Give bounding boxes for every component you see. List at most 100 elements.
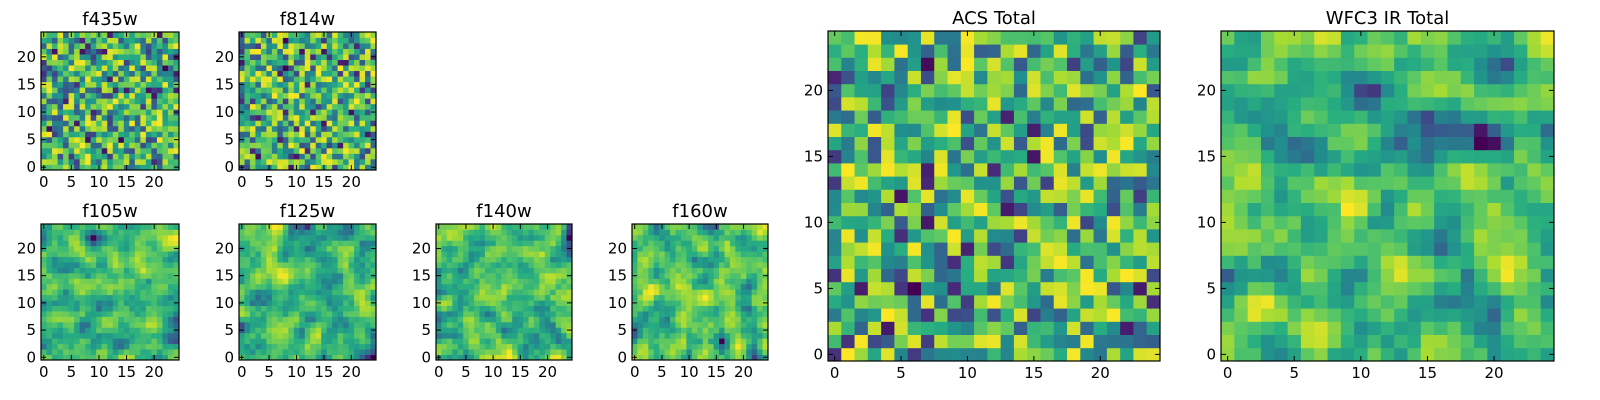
heatmap-cell bbox=[107, 81, 114, 88]
heatmap-cell bbox=[828, 268, 842, 283]
heatmap-cell bbox=[653, 229, 660, 236]
heatmap-cell bbox=[907, 31, 922, 45]
heatmap-cell bbox=[156, 321, 163, 328]
heatmap-cell bbox=[680, 349, 687, 355]
heatmap-cell bbox=[107, 87, 114, 94]
heatmap-cell bbox=[348, 311, 355, 317]
heatmap-cell bbox=[446, 224, 453, 230]
heatmap-cell bbox=[266, 37, 273, 44]
heatmap-cell bbox=[332, 54, 339, 60]
heatmap-cell bbox=[68, 251, 75, 258]
heatmap-cell bbox=[118, 114, 125, 121]
heatmap-cell bbox=[129, 283, 136, 290]
heatmap-cell bbox=[550, 300, 557, 306]
heatmap-cell bbox=[539, 316, 546, 323]
heatmap-cell bbox=[1067, 308, 1081, 322]
heatmap-cell bbox=[315, 278, 322, 285]
heatmap-cell bbox=[299, 109, 306, 116]
heatmap-cell bbox=[304, 70, 311, 77]
heatmap-cell bbox=[304, 125, 311, 132]
heatmap-cell bbox=[343, 343, 349, 350]
heatmap-cell bbox=[1040, 31, 1055, 45]
heatmap-cell bbox=[255, 256, 262, 263]
heatmap-cell bbox=[642, 256, 649, 263]
heatmap-cell bbox=[57, 332, 64, 339]
heatmap-cell bbox=[894, 255, 909, 269]
heatmap-cell bbox=[123, 349, 130, 355]
heatmap-cell bbox=[63, 54, 69, 60]
heatmap-cell bbox=[746, 224, 753, 230]
heatmap-cell bbox=[642, 311, 649, 317]
heatmap-cell bbox=[321, 70, 328, 77]
heatmap-cell bbox=[724, 327, 731, 334]
heatmap-cell bbox=[828, 229, 842, 243]
heatmap-cell bbox=[337, 311, 344, 317]
heatmap-cell bbox=[370, 267, 377, 274]
heatmap-cell bbox=[523, 343, 529, 350]
heatmap-cell bbox=[468, 283, 475, 290]
heatmap-cell bbox=[555, 283, 562, 290]
heatmap-cell bbox=[691, 321, 698, 328]
heatmap-cell bbox=[1093, 57, 1108, 71]
heatmap-cell bbox=[348, 103, 355, 110]
heatmap-cell bbox=[561, 332, 567, 339]
heatmap-cell bbox=[637, 256, 644, 263]
heatmap-cell bbox=[724, 272, 731, 279]
heatmap-cell bbox=[244, 54, 251, 60]
heatmap-cell bbox=[746, 240, 753, 247]
heatmap-cells bbox=[1221, 31, 1555, 362]
heatmap-cell bbox=[550, 321, 557, 328]
heatmap-cell bbox=[729, 343, 736, 350]
heatmap-cell bbox=[702, 256, 709, 263]
heatmap-cell bbox=[691, 267, 698, 274]
heatmap-cell bbox=[566, 240, 573, 247]
heatmap-cell bbox=[702, 272, 709, 279]
heatmap-cell bbox=[63, 349, 69, 355]
heatmap-cell bbox=[691, 278, 698, 285]
heatmap-cell bbox=[167, 136, 174, 143]
x-tick-label: 15 bbox=[1024, 364, 1043, 382]
heatmap-cell bbox=[1420, 189, 1435, 203]
heatmap-cell bbox=[544, 234, 551, 241]
heatmap-cell bbox=[474, 338, 480, 345]
heatmap-cell bbox=[337, 245, 344, 252]
heatmap-cell bbox=[310, 338, 317, 345]
heatmap-cell bbox=[1247, 229, 1262, 243]
heatmap-cell bbox=[271, 98, 278, 105]
heatmap-cell bbox=[436, 283, 442, 290]
heatmap-cell bbox=[288, 109, 295, 116]
heatmap-cell bbox=[74, 229, 81, 236]
heatmap-cell bbox=[271, 283, 278, 290]
heatmap-cell bbox=[145, 153, 152, 160]
heatmap-cell bbox=[90, 311, 97, 317]
heatmap-cell bbox=[359, 349, 366, 355]
heatmap-cell bbox=[1027, 242, 1041, 256]
heatmap-cell bbox=[85, 327, 92, 334]
heatmap-cell bbox=[566, 234, 573, 241]
heatmap-cell bbox=[697, 343, 704, 350]
heatmap-cell bbox=[828, 176, 842, 190]
heatmap-cell bbox=[670, 343, 676, 350]
heatmap-cell bbox=[1434, 334, 1448, 349]
heatmap-cell bbox=[1120, 97, 1134, 111]
heatmap-cell bbox=[960, 295, 975, 309]
heatmap-cell bbox=[708, 294, 714, 301]
heatmap-cell bbox=[315, 142, 322, 149]
heatmap-cell bbox=[118, 332, 125, 339]
heatmap-cell bbox=[140, 267, 147, 274]
heatmap-cell bbox=[436, 316, 442, 323]
x-tick-label: 0 bbox=[630, 363, 640, 381]
heatmap-cell bbox=[724, 283, 731, 290]
heatmap-cell bbox=[441, 272, 448, 279]
heatmap-cell bbox=[167, 76, 174, 83]
heatmap-cell bbox=[359, 256, 366, 263]
heatmap-cell bbox=[96, 245, 103, 252]
heatmap-cell bbox=[664, 224, 671, 230]
heatmap-cell bbox=[68, 114, 75, 121]
heatmap-cell bbox=[107, 109, 114, 116]
heatmap-cell bbox=[463, 283, 470, 290]
heatmap-cell bbox=[1120, 83, 1134, 98]
heatmap-cell bbox=[757, 338, 763, 345]
heatmap-cell bbox=[474, 234, 480, 241]
heatmap-cell bbox=[523, 321, 529, 328]
